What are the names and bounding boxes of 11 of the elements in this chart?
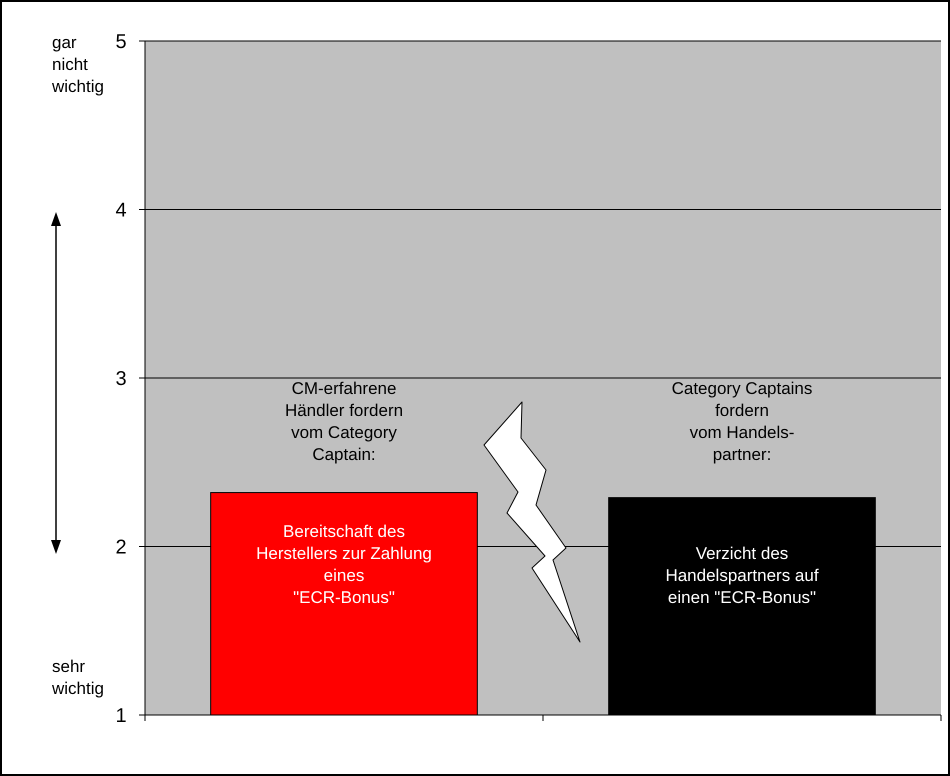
y-tick-label: 5 bbox=[115, 31, 127, 53]
annotation: Bereitschaft des Herstellers zur Zahlung eines "ECR-Bonus" bbox=[256, 522, 432, 607]
text: gar nicht wichtig bbox=[51, 33, 104, 96]
annotation: Category Captains fordern vom Handels- partner: bbox=[672, 379, 812, 464]
y-tick-label: 2 bbox=[115, 536, 127, 558]
annotation: CM-erfahrene Händler fordern vom Category Captain: bbox=[284, 379, 404, 464]
text: sehr wichtig bbox=[51, 657, 104, 698]
y-tick-label: 3 bbox=[115, 368, 127, 390]
y-tick-label: 1 bbox=[115, 705, 127, 727]
annotation: Verzicht des Handelspartners auf einen "ECR-Bonus" bbox=[665, 544, 819, 607]
y-tick-label: 4 bbox=[115, 200, 127, 222]
